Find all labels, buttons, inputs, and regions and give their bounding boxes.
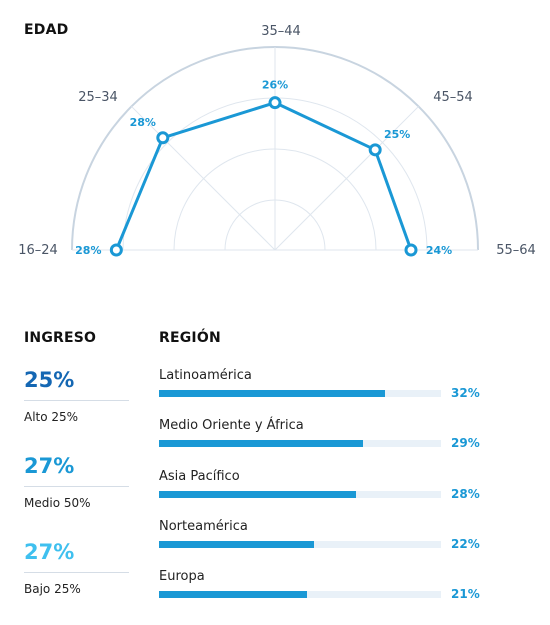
region-bar <box>159 390 385 397</box>
income-item-low: 27% Bajo 25% <box>24 540 129 596</box>
radar-point <box>368 143 382 157</box>
radar-value-label: 25% <box>384 128 410 141</box>
income-item-high: 25% Alto 25% <box>24 368 129 424</box>
radar-point <box>268 96 282 110</box>
radar-value-label: 24% <box>426 244 452 257</box>
radar-value-label: 28% <box>75 244 101 257</box>
region-name: Asia Pacífico <box>159 469 240 484</box>
radar-point <box>404 243 418 257</box>
region-name: Norteamérica <box>159 519 248 534</box>
region-bar-track <box>159 390 441 397</box>
region-row-na: Norteamérica 22% <box>159 519 489 551</box>
region-row-latam: Latinoamérica 32% <box>159 368 489 400</box>
region-bar-track <box>159 541 441 548</box>
region-section-title: REGIÓN <box>159 330 221 346</box>
income-label-high: Alto 25% <box>24 410 79 424</box>
radar-category-label: 16–24 <box>18 243 58 258</box>
region-bar-track <box>159 491 441 498</box>
income-value-high: 25% <box>24 368 75 392</box>
income-label-low: Bajo 25% <box>24 582 81 596</box>
region-value-label: 28% <box>451 487 480 501</box>
region-row-apac: Asia Pacífico 28% <box>159 469 489 501</box>
radar-point <box>109 243 123 257</box>
region-value-label: 32% <box>451 386 480 400</box>
radar-value-label: 26% <box>262 79 288 92</box>
age-radar-chart: 16–24 25–34 35–44 45–54 55–64 28% 28% 26% 25% 24% <box>18 24 536 258</box>
region-value-label: 29% <box>451 436 480 450</box>
region-bar-track <box>159 440 441 447</box>
income-section-title: INGRESO <box>24 330 97 346</box>
region-name: Europa <box>159 569 205 584</box>
income-value-medium: 27% <box>24 454 75 478</box>
region-bar-track <box>159 591 441 598</box>
income-item-medium: 27% Medio 50% <box>24 454 129 510</box>
radar-category-label: 25–34 <box>78 90 118 105</box>
region-bar <box>159 541 315 548</box>
region-bar <box>159 591 308 598</box>
region-name: Medio Oriente y África <box>159 418 304 433</box>
radar-spoke <box>274 106 419 251</box>
region-row-europe: Europa 21% <box>159 569 489 601</box>
income-divider <box>24 486 129 487</box>
region-value-label: 21% <box>451 587 480 601</box>
income-divider <box>24 572 129 573</box>
region-row-mea: Medio Oriente y África 29% <box>159 418 489 450</box>
income-label-medium: Medio 50% <box>24 496 91 510</box>
income-divider <box>24 400 129 401</box>
radar-series-line <box>114 101 413 251</box>
radar-value-label: 28% <box>130 116 156 129</box>
region-name: Latinoamérica <box>159 368 252 383</box>
region-bar <box>159 491 357 498</box>
radar-point <box>156 131 170 145</box>
radar-category-label: 35–44 <box>261 24 301 39</box>
radar-category-label: 45–54 <box>433 90 473 105</box>
region-value-label: 22% <box>451 537 480 551</box>
region-bar <box>159 440 364 447</box>
age-section-title: EDAD <box>24 22 69 38</box>
radar-category-label: 55–64 <box>496 243 536 258</box>
income-value-low: 27% <box>24 540 75 564</box>
radar-spoke <box>131 106 276 251</box>
